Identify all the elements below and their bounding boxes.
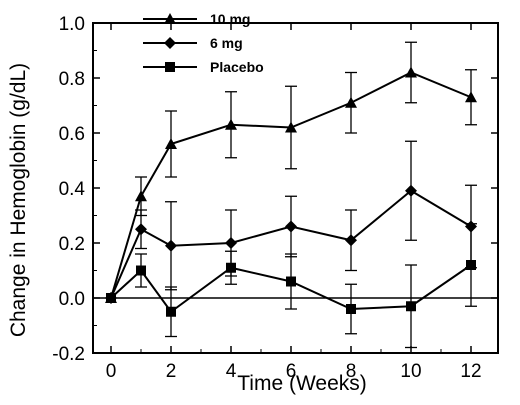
data-point (405, 184, 417, 197)
y-axis-label: Change in Hemoglobin (g/dL) (7, 63, 30, 337)
legend: 10 mg 6 mg Placebo (143, 11, 264, 75)
data-point (345, 234, 357, 247)
series-line (110, 264, 472, 314)
x-tick-label: 4 (226, 361, 237, 382)
data-point (286, 276, 296, 287)
data-point (406, 301, 416, 312)
axes (92, 22, 499, 354)
series-group (105, 41, 477, 349)
legend-marker (164, 37, 176, 49)
tick-labels: -0.2 0.0 0.2 0.4 0.6 0.8 1.0 0 2 4 6 8 10 12 (52, 14, 481, 382)
y-tick-label: 0.4 (59, 179, 86, 200)
x-tick-label: 2 (166, 361, 177, 382)
y-tick-label: 0.6 (59, 124, 85, 145)
legend-label: 6 mg (210, 35, 243, 51)
data-point (346, 304, 356, 314)
legend-item-placebo: Placebo (143, 59, 264, 75)
data-point (225, 237, 237, 249)
data-point (225, 118, 237, 130)
series-placebo (106, 223, 477, 349)
data-point (166, 306, 176, 317)
x-tick-label: 0 (106, 361, 117, 382)
legend-item-10-mg: 10 mg (143, 11, 250, 27)
x-axis-label: Time (Weeks) (237, 372, 367, 395)
y-tick-label: 0.2 (59, 234, 85, 255)
legend-item-6-mg: 6 mg (143, 35, 243, 51)
y-tick-label: 1.0 (59, 14, 85, 35)
data-point (405, 66, 417, 78)
data-point (285, 220, 297, 233)
series-line (110, 71, 472, 299)
x-tick-label: 10 (400, 361, 421, 382)
legend-marker (164, 13, 176, 24)
data-point (165, 239, 177, 252)
data-point (465, 91, 477, 103)
series-line (110, 189, 472, 299)
data-point (226, 262, 236, 273)
x-tick-label: 6 (286, 361, 297, 382)
legend-label: Placebo (210, 59, 264, 75)
y-tick-label: -0.2 (52, 344, 85, 365)
y-tick-label: 0.8 (59, 69, 85, 90)
data-point (466, 260, 476, 270)
data-point (165, 138, 177, 149)
data-point (135, 190, 147, 202)
legend-marker (165, 62, 175, 72)
plot-frame (92, 22, 499, 354)
data-point (345, 96, 357, 108)
x-tick-label: 12 (460, 361, 481, 382)
legend-label: 10 mg (210, 11, 250, 27)
data-point (136, 265, 146, 276)
data-point (135, 223, 147, 236)
x-tick-label: 8 (346, 361, 357, 382)
data-point (285, 121, 297, 133)
y-tick-label: 0.0 (59, 289, 85, 310)
data-point (106, 293, 116, 303)
